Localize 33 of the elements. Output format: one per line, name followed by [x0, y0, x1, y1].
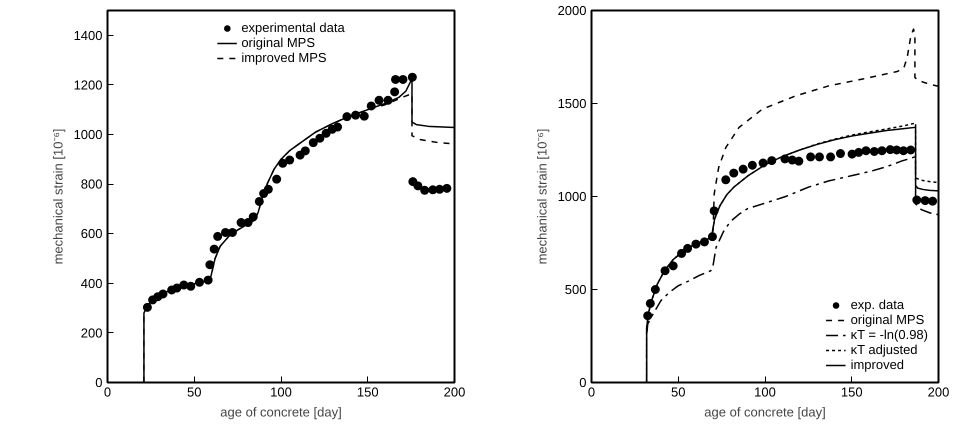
y-axis-title: mechanical strain [10⁻⁶] [534, 128, 550, 264]
legend-label: experimental data [241, 20, 345, 35]
x-axis-title: age of concrete [day] [220, 404, 342, 420]
y-tick-label: 1500 [558, 96, 586, 111]
y-tick-label: 400 [80, 276, 103, 291]
y-tick-label: 1000 [558, 189, 586, 204]
y-tick-label: 0 [579, 375, 587, 390]
x-tick-label: 200 [928, 384, 950, 400]
y-tick-label: 2000 [558, 3, 586, 18]
x-tick-label: 50 [671, 384, 686, 400]
legend-label: original MPS [241, 35, 316, 50]
x-tick-label: 150 [356, 384, 379, 400]
legend-label: κT adjusted [850, 342, 918, 357]
y-tick-label: 1200 [74, 77, 102, 92]
y-tick-label: 500 [564, 282, 587, 297]
x-tick-label: 150 [840, 384, 863, 400]
y-axis-title: mechanical strain [10⁻⁶] [50, 128, 66, 264]
y-tick-label: 800 [80, 176, 103, 192]
y-tick-label: 1400 [74, 28, 102, 43]
x-tick-label: 100 [754, 384, 776, 400]
legend-label: κT = -ln(0.98) [850, 327, 928, 342]
y-tick-label: 1000 [74, 127, 102, 142]
legend-label: exp. data [850, 297, 904, 312]
y-tick-label: 0 [95, 375, 103, 390]
legend-label: improved [850, 357, 904, 372]
y-tick-label: 200 [80, 325, 103, 340]
x-axis-title: age of concrete [day] [704, 404, 826, 420]
x-tick-label: 200 [444, 384, 466, 400]
legend-label: improved MPS [241, 50, 327, 65]
x-tick-label: 100 [270, 384, 292, 400]
x-tick-label: 50 [187, 384, 202, 400]
legend-label: original MPS [850, 312, 924, 327]
y-tick-label: 600 [80, 226, 103, 242]
